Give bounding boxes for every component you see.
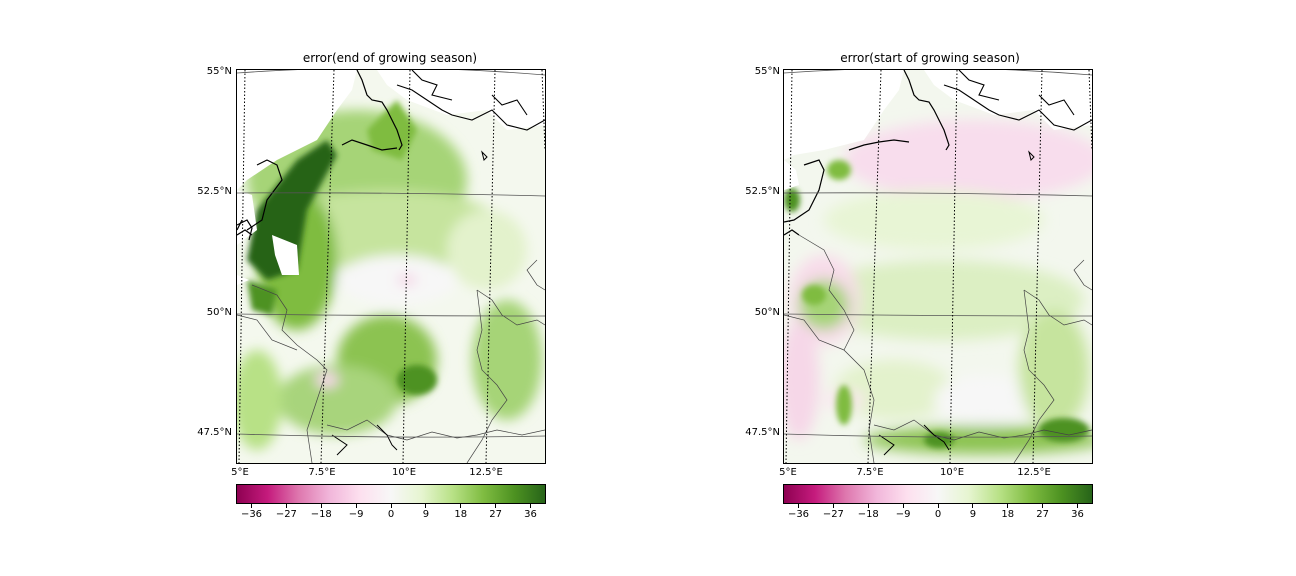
lat-label: 47.5°N (197, 427, 232, 438)
colorbar-tick-label: 27 (1036, 509, 1049, 520)
lat-label: 55°N (206, 66, 232, 77)
colorbar-tick (1077, 504, 1078, 508)
lon-label: 5°E (231, 467, 249, 478)
colorbar-tick-label: −9 (348, 509, 364, 520)
lon-label: 10°E (939, 467, 965, 478)
colorbar (783, 484, 1093, 504)
lat-label: 52.5°N (197, 186, 232, 197)
map-panel-end: error(end of growing season) 55°N 52.5°N… (197, 51, 546, 520)
colorbar-tick (425, 504, 427, 508)
map-end-of-growing-season (236, 69, 546, 464)
colorbar-tick (320, 504, 322, 508)
map-svg (237, 70, 545, 463)
lon-label: 5°E (779, 467, 797, 478)
colorbar-tick-label: 0 (934, 509, 942, 520)
colorbar-tick-label: −18 (857, 509, 879, 520)
lat-label: 55°N (754, 66, 780, 77)
colorbar-tick (867, 504, 869, 508)
colorbar-tick-label: 18 (454, 509, 468, 520)
lon-label: 10°E (391, 467, 417, 478)
colorbar-tick (495, 504, 497, 508)
colorbar-tick (251, 504, 252, 508)
colorbar-tick (1007, 504, 1009, 508)
colorbar-tick (902, 504, 904, 508)
colorbar-tick-label: −18 (310, 509, 332, 520)
colorbar-tick-label: −9 (895, 509, 911, 520)
colorbar-tick-label: 0 (387, 509, 395, 520)
lat-label: 47.5°N (745, 427, 780, 438)
map-panel-start: error(start of growing season) 55°N 52.5… (648, 0, 1296, 576)
lon-label: 12.5°E (469, 467, 503, 478)
colorbar-tick (285, 504, 287, 508)
lon-label: 12.5°E (1017, 467, 1051, 478)
lon-label: 7.5°E (308, 467, 336, 478)
colorbar-tick (390, 504, 392, 508)
map-svg (784, 70, 1092, 463)
colorbar (236, 484, 546, 504)
colorbar-tick-label: 27 (489, 509, 502, 520)
colorbar-tick (972, 504, 974, 508)
colorbar-tick (355, 504, 357, 508)
colorbar-tick (460, 504, 462, 508)
lat-label: 52.5°N (745, 186, 780, 197)
lon-label: 7.5°E (856, 467, 884, 478)
colorbar-tick-label: −27 (275, 509, 297, 520)
colorbar-tick-label: −27 (822, 509, 844, 520)
colorbar-tick (937, 504, 939, 508)
lat-label: 50°N (754, 307, 780, 318)
map-title: error(start of growing season) (840, 51, 1020, 65)
colorbar-tick (832, 504, 834, 508)
colorbar-tick-label: 18 (1001, 509, 1015, 520)
colorbar-tick-label: 9 (969, 509, 977, 520)
colorbar-tick-label: −36 (787, 509, 810, 520)
map-title: error(end of growing season) (302, 51, 478, 65)
colorbar-tick (798, 504, 799, 508)
colorbar-tick-label: 36 (1071, 509, 1084, 520)
colorbar-tick (530, 504, 531, 508)
colorbar-tick-label: 36 (524, 509, 537, 520)
colorbar-tick (1042, 504, 1044, 508)
map-start-of-growing-season (783, 69, 1093, 464)
lat-label: 50°N (206, 307, 232, 318)
colorbar-tick-label: 9 (422, 509, 430, 520)
colorbar-tick-label: −36 (240, 509, 263, 520)
